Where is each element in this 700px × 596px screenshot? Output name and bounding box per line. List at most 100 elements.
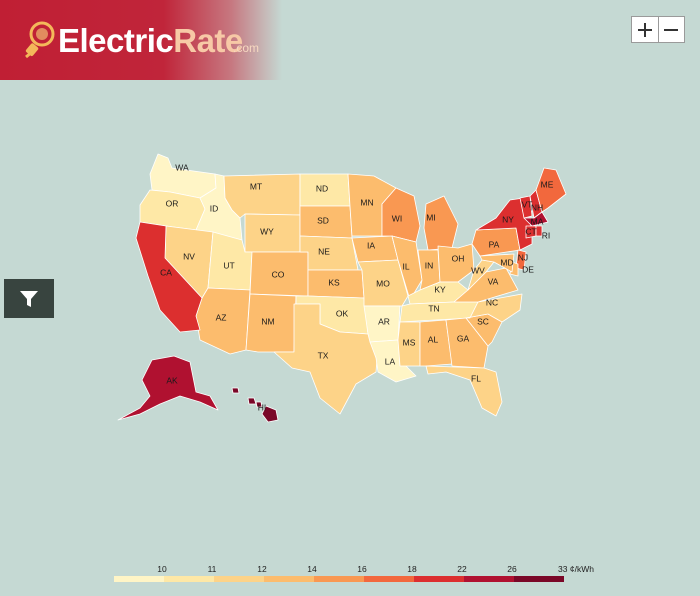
state-label-MO: MO — [376, 278, 390, 288]
state-IL[interactable] — [391, 235, 423, 301]
state-label-OK: OK — [336, 308, 349, 318]
legend-tick-label: 26 — [507, 564, 517, 574]
state-FL[interactable] — [425, 365, 503, 417]
state-label-CA: CA — [160, 267, 172, 277]
state-HI-island[interactable] — [247, 397, 257, 405]
state-CA[interactable] — [135, 221, 203, 333]
state-label-NM: NM — [261, 316, 274, 326]
filter-button[interactable] — [4, 279, 54, 318]
legend-swatch — [414, 576, 464, 582]
state-AL[interactable] — [419, 319, 453, 367]
state-label-TN: TN — [428, 303, 439, 313]
legend-swatch — [314, 576, 364, 582]
state-label-NV: NV — [183, 251, 195, 261]
legend-ticks: 10 11 12 14 16 18 22 26 33 ¢/kWh — [157, 564, 594, 574]
state-label-RI: RI — [542, 230, 551, 240]
legend-tick-label: 16 — [357, 564, 367, 574]
legend-tick-label: 22 — [457, 564, 467, 574]
state-label-IN: IN — [425, 260, 434, 270]
state-TX[interactable] — [273, 303, 379, 415]
state-label-IL: IL — [402, 261, 409, 271]
state-label-MN: MN — [360, 197, 373, 207]
state-NC[interactable] — [465, 293, 523, 323]
state-MA[interactable] — [523, 211, 549, 227]
state-label-AZ: AZ — [216, 312, 227, 322]
legend-tick-label: 12 — [257, 564, 267, 574]
legend-swatch — [464, 576, 514, 582]
state-GA[interactable] — [445, 317, 489, 369]
state-label-WA: WA — [175, 162, 189, 172]
state-VT[interactable] — [519, 195, 533, 219]
state-label-VT: VT — [522, 199, 533, 209]
legend-tick-label: 10 — [157, 564, 167, 574]
logo-accent: Rate — [173, 22, 243, 59]
state-label-ID: ID — [210, 203, 219, 213]
zoom-out-button[interactable] — [657, 17, 685, 42]
state-label-AK: AK — [166, 375, 178, 385]
legend-tick-label: 11 — [208, 564, 217, 574]
state-label-NH: NH — [531, 202, 543, 212]
legend: 10 11 12 14 16 18 22 26 33 ¢/kWh — [114, 564, 594, 582]
state-label-MS: MS — [403, 337, 416, 347]
legend-swatch — [514, 576, 564, 582]
state-NJ[interactable] — [515, 249, 527, 271]
legend-swatch — [214, 576, 264, 582]
state-MI[interactable] — [423, 195, 459, 251]
state-label-GA: GA — [457, 333, 470, 343]
minus-icon — [664, 28, 679, 31]
logo-wordmark: ElectricRate — [58, 22, 243, 60]
state-label-CT: CT — [525, 226, 536, 236]
state-label-SD: SD — [317, 215, 329, 225]
legend-swatch — [114, 576, 164, 582]
state-HI-main[interactable] — [261, 405, 279, 423]
zoom-controls — [631, 16, 685, 43]
state-label-OH: OH — [452, 253, 465, 263]
state-label-KS: KS — [328, 277, 340, 287]
legend-tick-label: 14 — [307, 564, 317, 574]
state-HI-island[interactable] — [231, 387, 240, 394]
zoom-in-button[interactable] — [632, 17, 658, 42]
state-MD[interactable] — [479, 253, 515, 273]
filter-icon — [20, 290, 38, 307]
site-logo[interactable]: ElectricRate .com — [0, 0, 282, 80]
state-label-WI: WI — [392, 213, 402, 223]
state-label-ME: ME — [541, 179, 554, 189]
state-AK[interactable] — [117, 355, 219, 421]
legend-tick-label: 33 ¢/kWh — [558, 564, 594, 574]
logo-suffix: .com — [233, 41, 260, 55]
state-HI-island[interactable] — [255, 401, 263, 408]
state-WI[interactable] — [381, 187, 421, 243]
state-label-FL: FL — [471, 373, 481, 383]
state-RI[interactable] — [535, 225, 543, 237]
state-label-NC: NC — [486, 297, 498, 307]
state-label-DE: DE — [522, 264, 534, 274]
state-label-IA: IA — [367, 240, 375, 250]
plus-icon — [637, 22, 652, 37]
state-MS[interactable] — [397, 321, 421, 367]
state-label-OR: OR — [166, 198, 179, 208]
state-label-CO: CO — [272, 269, 285, 279]
state-label-UT: UT — [223, 260, 234, 270]
state-label-PA: PA — [489, 239, 500, 249]
legend-swatch — [364, 576, 414, 582]
state-label-HI: HI — [258, 402, 267, 412]
legend-swatch — [264, 576, 314, 582]
state-label-SC: SC — [477, 316, 489, 326]
state-label-MA: MA — [531, 216, 544, 226]
state-label-NJ: NJ — [518, 252, 528, 262]
state-label-LA: LA — [385, 356, 396, 366]
lightbulb-icon — [25, 21, 55, 59]
state-label-MI: MI — [426, 212, 435, 222]
state-label-WY: WY — [260, 226, 274, 236]
state-label-AR: AR — [378, 316, 390, 326]
legend-tick-label: 18 — [407, 564, 417, 574]
state-label-KY: KY — [434, 284, 446, 294]
state-label-ND: ND — [316, 183, 328, 193]
state-label-MT: MT — [250, 181, 262, 191]
legend-swatches — [114, 576, 564, 582]
state-label-NY: NY — [502, 214, 514, 224]
state-label-MD: MD — [500, 257, 513, 267]
state-label-NE: NE — [318, 246, 330, 256]
